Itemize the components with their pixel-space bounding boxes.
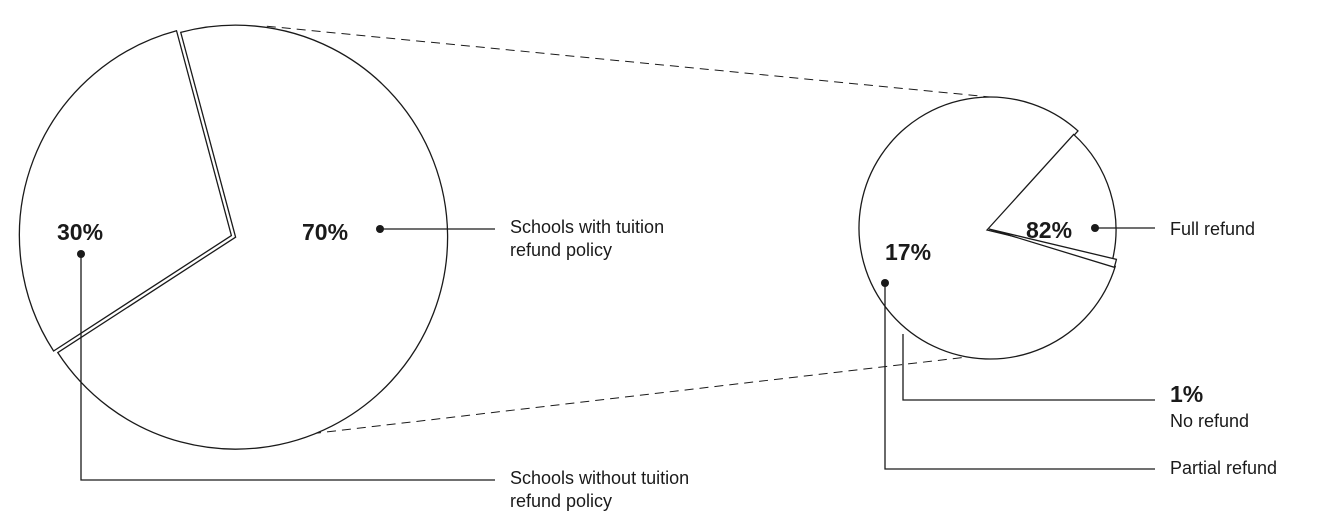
connector-top xyxy=(266,25,991,98)
label-line: Schools without tuition xyxy=(510,468,689,488)
label-line: Schools with tuition xyxy=(510,217,664,237)
slice-partial-refund xyxy=(985,133,1117,261)
label-line: No refund xyxy=(1170,411,1249,431)
label-line: refund policy xyxy=(510,491,612,511)
label-line: Partial refund xyxy=(1170,458,1277,478)
category-label-schools-with-tuition-refund-policy: Schools with tuition refund policy xyxy=(510,217,664,260)
slice-schools-with-tuition-refund-policy xyxy=(56,24,449,450)
slice-schools-without-tuition-refund-policy xyxy=(18,29,233,352)
label-line: Full refund xyxy=(1170,219,1255,239)
refund-breakdown-pie xyxy=(858,96,1118,360)
value-label-schools-without-tuition-refund-policy: 30% xyxy=(57,219,103,245)
category-label-full-refund: Full refund xyxy=(1170,219,1255,239)
label-line: refund policy xyxy=(510,240,612,260)
leader-partial-refund xyxy=(884,283,1155,470)
connector-bottom xyxy=(207,356,968,447)
leader-no-refund xyxy=(902,334,1155,401)
value-label-no-refund: 1% xyxy=(1170,381,1203,407)
leader-schools-without-tuition-refund-policy xyxy=(80,254,495,481)
category-label-partial-refund: Partial refund xyxy=(1170,458,1277,478)
pie-connector-lines xyxy=(207,25,991,447)
slice-no-refund xyxy=(988,228,1118,269)
value-label-partial-refund: 17% xyxy=(885,239,931,265)
chart-labels: 70% Schools with tuition refund policy 30% S… xyxy=(57,217,1277,511)
category-label-schools-without-tuition-refund-policy: Schools without tuition refund policy xyxy=(510,468,689,511)
main-pie xyxy=(18,24,449,450)
value-label-schools-with-tuition-refund-policy: 70% xyxy=(302,219,348,245)
value-label-full-refund: 82% xyxy=(1026,217,1072,243)
slice-full-refund xyxy=(858,96,1117,360)
category-label-no-refund: No refund xyxy=(1170,411,1249,431)
